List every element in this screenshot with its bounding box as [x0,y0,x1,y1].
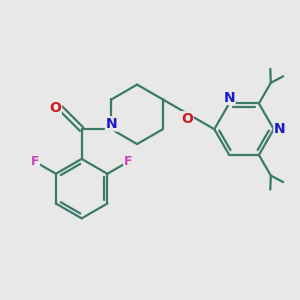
Text: N: N [224,91,235,104]
Text: O: O [181,112,193,126]
Text: N: N [106,117,117,131]
Text: N: N [274,122,286,136]
Text: F: F [124,155,132,168]
Text: F: F [31,155,40,168]
Text: O: O [49,101,61,115]
